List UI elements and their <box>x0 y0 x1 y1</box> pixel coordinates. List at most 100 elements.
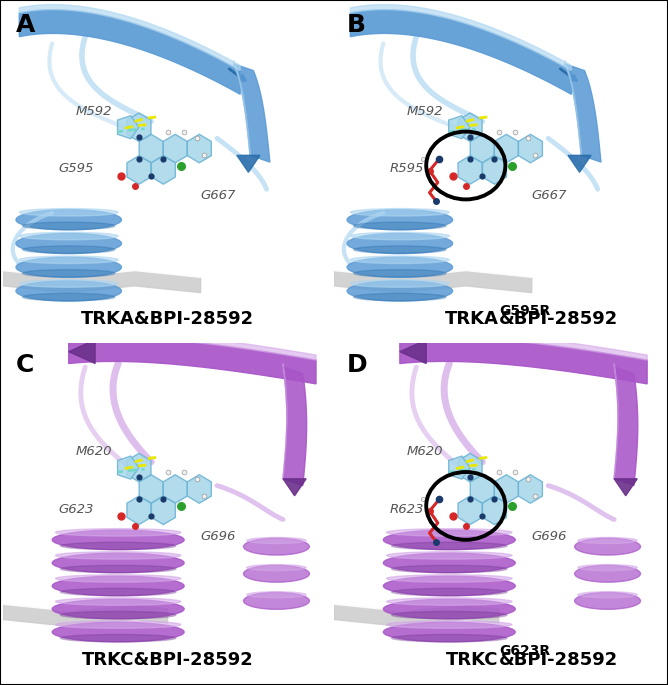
Text: G595: G595 <box>59 162 94 175</box>
Ellipse shape <box>55 551 181 559</box>
Ellipse shape <box>55 598 181 606</box>
Ellipse shape <box>243 593 309 610</box>
Ellipse shape <box>383 530 515 549</box>
Ellipse shape <box>351 232 450 240</box>
Ellipse shape <box>55 575 181 582</box>
Polygon shape <box>614 367 638 486</box>
Ellipse shape <box>16 210 122 230</box>
Ellipse shape <box>578 538 637 544</box>
Ellipse shape <box>353 270 446 277</box>
Ellipse shape <box>243 538 309 555</box>
Text: C: C <box>16 353 34 377</box>
Polygon shape <box>482 496 506 525</box>
Ellipse shape <box>387 621 512 628</box>
Polygon shape <box>3 598 168 611</box>
Ellipse shape <box>347 257 453 277</box>
Ellipse shape <box>246 592 306 598</box>
Text: R595: R595 <box>390 162 424 175</box>
Text: G623R: G623R <box>499 645 550 658</box>
Text: D: D <box>347 353 367 377</box>
Polygon shape <box>518 475 542 503</box>
Ellipse shape <box>55 621 181 628</box>
Ellipse shape <box>353 246 446 253</box>
Ellipse shape <box>391 565 507 573</box>
Text: A: A <box>16 13 35 37</box>
Polygon shape <box>234 64 270 162</box>
Polygon shape <box>3 604 168 626</box>
Ellipse shape <box>16 281 122 301</box>
Polygon shape <box>449 116 470 138</box>
Ellipse shape <box>347 234 453 253</box>
Polygon shape <box>458 453 482 482</box>
Ellipse shape <box>347 210 453 230</box>
Polygon shape <box>470 134 494 163</box>
Polygon shape <box>400 338 647 384</box>
Polygon shape <box>482 155 506 184</box>
Ellipse shape <box>383 576 515 596</box>
Polygon shape <box>127 496 151 525</box>
Polygon shape <box>564 64 601 162</box>
Text: B: B <box>347 13 366 37</box>
Polygon shape <box>614 479 637 496</box>
Ellipse shape <box>52 530 184 549</box>
Ellipse shape <box>347 281 453 301</box>
Ellipse shape <box>578 564 637 571</box>
Ellipse shape <box>23 293 115 301</box>
Text: G667: G667 <box>532 190 567 202</box>
Polygon shape <box>127 453 151 482</box>
Polygon shape <box>187 134 211 163</box>
Text: TRKA&BPI-28592: TRKA&BPI-28592 <box>81 310 255 328</box>
Ellipse shape <box>574 538 641 555</box>
Ellipse shape <box>574 565 641 582</box>
Polygon shape <box>152 155 176 184</box>
Ellipse shape <box>391 612 507 619</box>
Polygon shape <box>449 456 470 479</box>
Ellipse shape <box>246 538 306 544</box>
Polygon shape <box>568 155 591 173</box>
Ellipse shape <box>61 543 176 549</box>
Ellipse shape <box>353 293 446 301</box>
Ellipse shape <box>52 622 184 642</box>
Polygon shape <box>494 134 518 163</box>
Polygon shape <box>3 264 200 277</box>
Ellipse shape <box>19 208 118 216</box>
Ellipse shape <box>574 593 641 610</box>
Polygon shape <box>283 367 307 486</box>
Text: G696: G696 <box>532 530 567 543</box>
Text: TRKC&BPI-28592: TRKC&BPI-28592 <box>81 651 254 669</box>
Polygon shape <box>470 475 494 503</box>
Text: M620: M620 <box>406 445 443 458</box>
Polygon shape <box>458 496 482 525</box>
Polygon shape <box>458 155 482 184</box>
Polygon shape <box>283 479 306 496</box>
Text: TRKC: TRKC <box>446 651 499 669</box>
Polygon shape <box>334 598 499 611</box>
Polygon shape <box>518 134 542 163</box>
Polygon shape <box>237 155 260 173</box>
Ellipse shape <box>391 543 507 549</box>
Polygon shape <box>564 60 581 155</box>
Polygon shape <box>118 116 139 138</box>
Polygon shape <box>152 496 176 525</box>
Text: M592: M592 <box>406 105 443 118</box>
Polygon shape <box>187 475 211 503</box>
Ellipse shape <box>578 592 637 598</box>
Polygon shape <box>3 271 200 292</box>
Ellipse shape <box>61 612 176 619</box>
Polygon shape <box>334 271 532 292</box>
Polygon shape <box>139 134 163 163</box>
Ellipse shape <box>387 575 512 582</box>
Polygon shape <box>494 475 518 503</box>
Ellipse shape <box>351 279 450 287</box>
Ellipse shape <box>383 599 515 619</box>
Ellipse shape <box>243 565 309 582</box>
Ellipse shape <box>19 232 118 240</box>
Ellipse shape <box>23 222 115 229</box>
Ellipse shape <box>61 588 176 596</box>
Polygon shape <box>69 338 316 384</box>
Text: G595R: G595R <box>499 304 550 318</box>
Ellipse shape <box>391 588 507 596</box>
Ellipse shape <box>391 634 507 642</box>
Polygon shape <box>69 333 316 360</box>
Text: TRKA: TRKA <box>445 310 499 328</box>
